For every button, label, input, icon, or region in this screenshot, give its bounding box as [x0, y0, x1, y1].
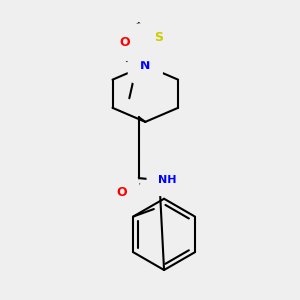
Text: S: S	[154, 31, 163, 44]
Text: NH: NH	[158, 175, 176, 185]
Text: S: S	[141, 36, 150, 49]
Text: O: O	[160, 36, 171, 49]
Text: N: N	[140, 59, 151, 72]
Text: O: O	[119, 36, 130, 49]
Text: O: O	[117, 186, 127, 199]
